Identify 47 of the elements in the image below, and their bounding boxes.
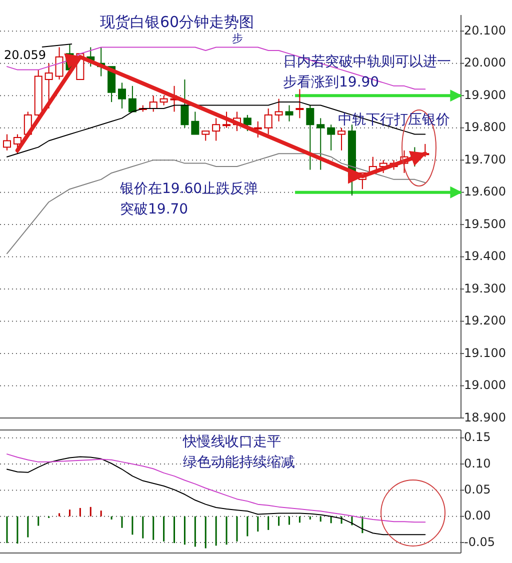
y-tick-label: 19.100 [464, 346, 506, 360]
y-tick-label: 0.05 [464, 482, 491, 496]
candlestick [160, 95, 168, 106]
candlestick [274, 98, 283, 122]
candlestick [3, 134, 12, 151]
annotation: 快慢线收口走平绿色动能持续缩减 [182, 434, 295, 470]
candlestick [306, 104, 314, 170]
annotation: 银价在19.60止跌反弹突破19.70 [119, 181, 258, 218]
candlestick [264, 108, 272, 135]
y-tick-label: 0.00 [464, 508, 491, 523]
candlestick [118, 82, 126, 109]
y-tick-label: 19.700 [464, 152, 506, 166]
annotation: 步 [232, 32, 243, 45]
candlestick [285, 104, 294, 122]
candlestick [202, 130, 210, 142]
y-tick-label: -0.05 [464, 534, 496, 549]
y-tick-label: 19.800 [464, 120, 506, 134]
chart-title: 现货白银60分钟走势图 [100, 13, 254, 31]
y-tick-label: 19.300 [464, 281, 506, 296]
candlestick [55, 46, 64, 80]
candlestick [316, 118, 325, 170]
y-tick-label: 20.100 [464, 23, 506, 38]
y-tick-label: 19.200 [464, 314, 506, 328]
candlestick [327, 124, 336, 151]
candlestick [191, 111, 200, 135]
y-tick-label: 19.600 [464, 184, 506, 199]
candlestick [222, 111, 231, 128]
y-tick-label: 20.000 [464, 56, 506, 70]
y-tick-label: 19.900 [464, 88, 506, 102]
y-tick-label: 18.900 [464, 410, 506, 424]
y-tick-label: 0.10 [464, 456, 491, 470]
y-tick-label: 19.400 [464, 249, 506, 264]
y-tick-label: 0.15 [464, 430, 491, 444]
candlestick [180, 78, 189, 128]
line-series [6, 454, 426, 523]
y-tick-label: 19.000 [464, 378, 506, 392]
candlestick [44, 62, 53, 109]
line-series [6, 153, 426, 254]
candlestick [243, 114, 252, 132]
y-tick-label: 19.500 [464, 216, 506, 231]
candlestick [296, 88, 304, 119]
annotation: 20.059 [4, 48, 46, 62]
candlestick [254, 120, 262, 138]
candlestick [338, 127, 346, 151]
line-series [6, 456, 426, 536]
candlestick [128, 85, 136, 112]
candlestick [212, 118, 220, 142]
